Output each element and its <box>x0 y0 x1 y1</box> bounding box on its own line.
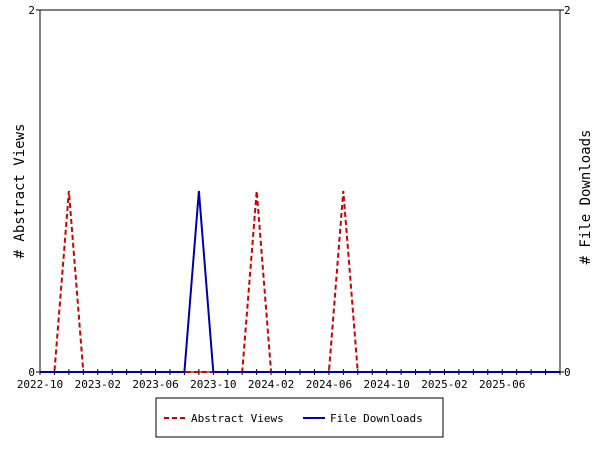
x-tick-label: 2024-02 <box>248 378 294 391</box>
x-tick-label: 2022-10 <box>17 378 63 391</box>
x-tick-label: 2025-02 <box>421 378 467 391</box>
y-right-tick-label: 0 <box>564 366 571 379</box>
x-axis-tick-labels: 2022-10 2023-02 2023-06 2023-10 2024-02 2024-… <box>17 378 526 391</box>
legend: Abstract Views File Downloads <box>155 397 444 438</box>
x-tick-label: 2023-10 <box>190 378 236 391</box>
y-right-tick-label: 2 <box>564 4 571 17</box>
y-left-tick-label: 2 <box>28 4 35 17</box>
series-lines <box>40 190 560 373</box>
x-tick-label: 2023-02 <box>75 378 121 391</box>
y-axis-right-title: # File Downloads <box>578 130 594 265</box>
x-tick-label: 2025-06 <box>479 378 525 391</box>
legend-label-abstract-views: Abstract Views <box>191 412 284 425</box>
x-tick-label: 2024-06 <box>306 378 352 391</box>
legend-box <box>155 397 444 438</box>
y-axis-left-title: # Abstract Views <box>12 124 28 259</box>
x-tick-label: 2024-10 <box>363 378 409 391</box>
series-line-file-downloads <box>40 190 560 373</box>
legend-label-file-downloads: File Downloads <box>330 412 423 425</box>
y-left-tick-label: 0 <box>28 366 35 379</box>
x-tick-label: 2023-06 <box>132 378 178 391</box>
y-axis-tick-labels: 0 2 0 2 <box>28 4 570 379</box>
